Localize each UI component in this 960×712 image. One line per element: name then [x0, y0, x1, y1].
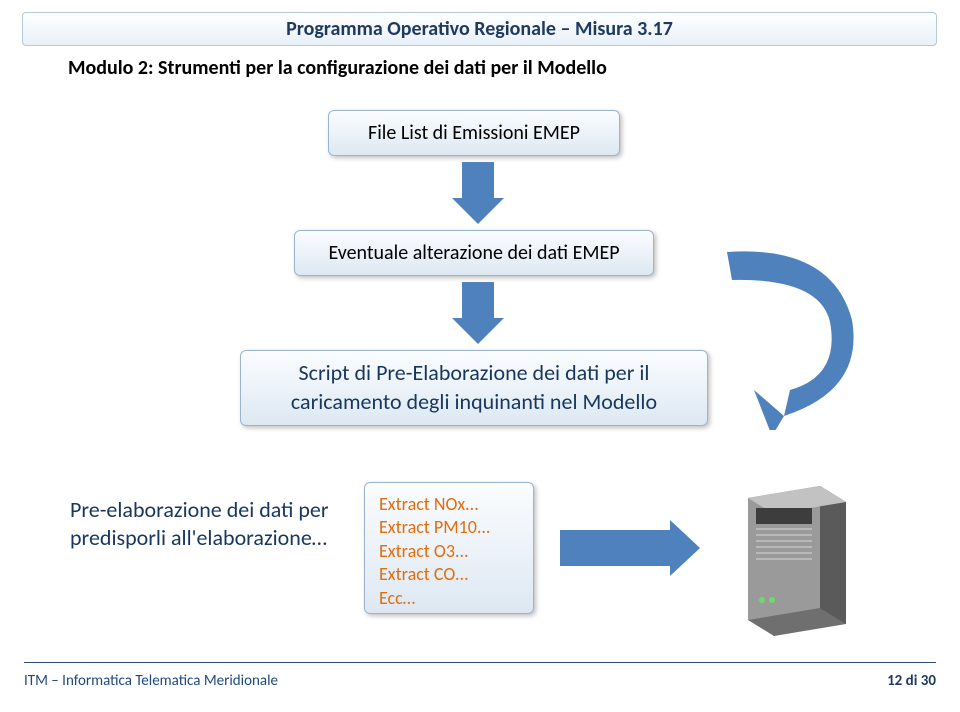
script-box: Script di Pre-Elaborazione dei dati per … — [240, 350, 708, 426]
alter-label: Eventuale alterazione dei dati EMEP — [328, 241, 619, 265]
page-title: Programma Operativo Regionale – Misura 3… — [286, 17, 673, 41]
extract-line-5: Ecc… — [379, 587, 519, 610]
subtitle: Modulo 2: Strumenti per la configurazion… — [68, 56, 607, 80]
extract-line-3: Extract O3... — [379, 540, 519, 563]
server-icon — [730, 478, 860, 638]
pre-elab-text: Pre-elaborazione dei dati per predisporl… — [70, 496, 330, 551]
alter-box: Eventuale alterazione dei dati EMEP — [294, 230, 654, 276]
script-label: Script di Pre-Elaborazione dei dati per … — [255, 359, 693, 416]
extract-line-4: Extract CO... — [379, 563, 519, 586]
extract-line-2: Extract PM10... — [379, 516, 519, 539]
footer-divider — [24, 662, 936, 663]
file-list-box: File List di Emissioni EMEP — [328, 110, 620, 156]
title-bar: Programma Operativo Regionale – Misura 3… — [22, 12, 937, 46]
extract-box: Extract NOx... Extract PM10... Extract O… — [364, 482, 534, 614]
footer-left: ITM – Informatica Telematica Meridionale — [24, 672, 278, 690]
footer-right: 12 di 30 — [887, 672, 936, 690]
slide: Programma Operativo Regionale – Misura 3… — [0, 0, 960, 712]
curved-arrow-icon — [712, 240, 872, 430]
extract-line-1: Extract NOx... — [379, 493, 519, 516]
file-list-label: File List di Emissioni EMEP — [368, 121, 580, 145]
